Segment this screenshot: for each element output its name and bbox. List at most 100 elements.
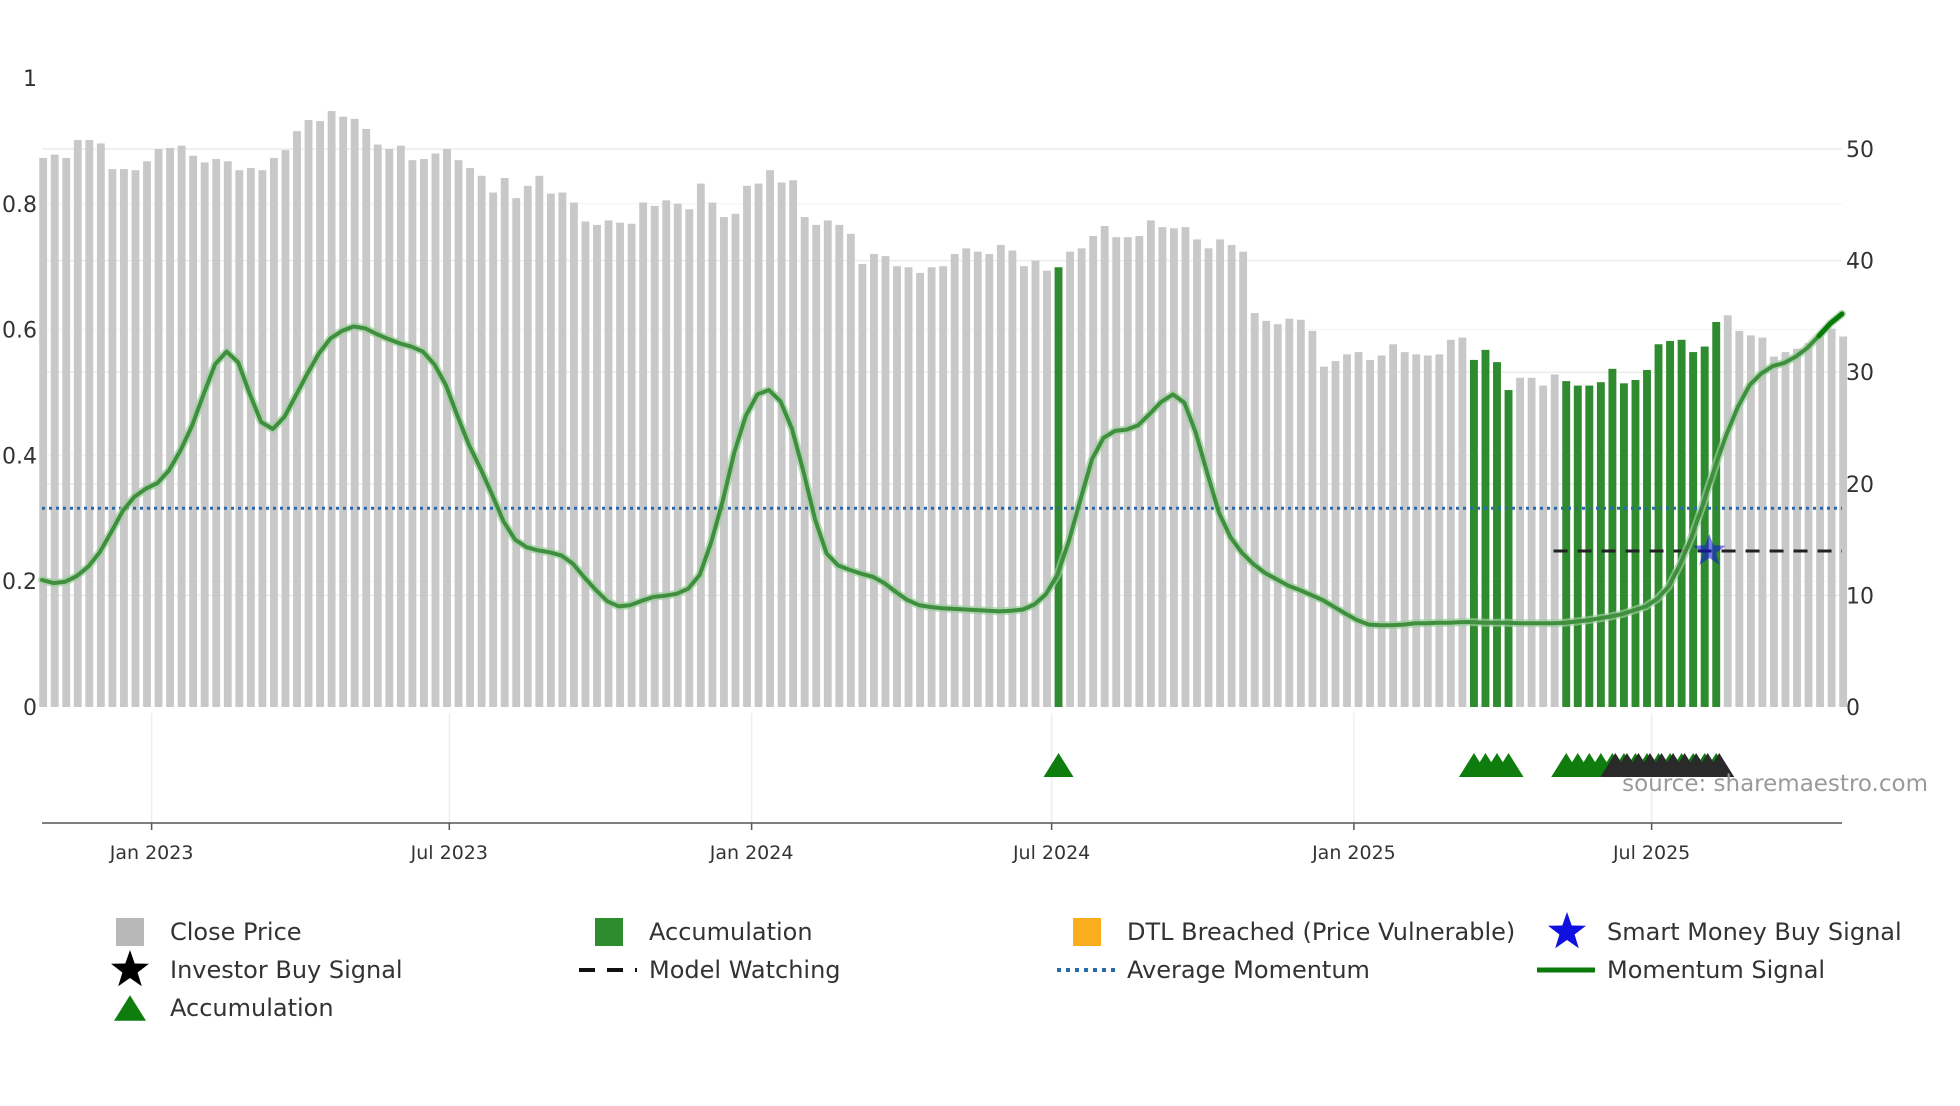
close-price-bar	[1181, 227, 1190, 707]
close-price-bar	[500, 178, 509, 708]
close-price-bar	[1308, 330, 1317, 707]
legend-label: Close Price	[170, 918, 302, 946]
legend-item-dtl: DTL Breached (Price Vulnerable)	[1073, 918, 1515, 946]
legend-swatch-square	[1073, 918, 1101, 946]
close-price-bar	[1827, 328, 1836, 707]
accumulation-bar	[1573, 385, 1582, 707]
close-price-bar	[1343, 354, 1351, 707]
close-price-bar	[570, 202, 578, 707]
close-price-bar	[143, 161, 151, 707]
close-price-bar	[1839, 336, 1848, 707]
close-price-bar	[1008, 250, 1017, 707]
accumulation-bar	[1677, 339, 1686, 707]
accumulation-bar	[1562, 381, 1571, 707]
accumulation-bar	[1493, 362, 1501, 707]
close-price-bar	[1446, 339, 1455, 707]
y-left-tick-label: 0	[23, 696, 37, 721]
close-price-bar	[1227, 244, 1236, 707]
close-price-bar	[108, 169, 117, 707]
legend-label: Model Watching	[649, 956, 841, 984]
close-price-bar	[281, 150, 290, 708]
accumulation-bar	[1631, 380, 1640, 707]
close-price-bar	[454, 160, 463, 707]
close-price-bar	[1031, 260, 1040, 707]
close-price-bar	[246, 167, 255, 708]
close-price-bar	[927, 267, 936, 707]
close-price-bar	[154, 149, 163, 707]
lines-layer	[38, 309, 1846, 630]
close-price-bar	[120, 169, 128, 707]
accumulation-triangle-marker	[1493, 753, 1524, 777]
close-price-bar	[893, 266, 901, 707]
close-price-bar	[766, 170, 774, 708]
accumulation-bar	[1700, 346, 1709, 707]
close-price-bar	[1320, 366, 1328, 707]
x-tick-label: Jan 2024	[709, 842, 794, 864]
close-price-bar	[916, 272, 924, 707]
legend-item-avg: Average Momentum	[1057, 956, 1370, 984]
close-price-bar	[1735, 330, 1744, 707]
close-price-bar	[1366, 359, 1374, 707]
legend-label: Momentum Signal	[1607, 956, 1825, 984]
close-price-bar	[904, 267, 913, 707]
legend-item-mom: Momentum Signal	[1537, 956, 1825, 984]
close-price-bar	[639, 202, 648, 707]
close-price-bar	[1193, 239, 1201, 707]
accumulation-bar	[1643, 369, 1651, 707]
legend-label: DTL Breached (Price Vulnerable)	[1127, 918, 1515, 946]
close-price-bar	[1723, 315, 1732, 707]
close-price-bar	[327, 111, 336, 707]
close-price-bar	[212, 159, 221, 707]
close-price-bar	[604, 220, 613, 707]
legend-label: Smart Money Buy Signal	[1607, 918, 1902, 946]
close-price-bar	[443, 149, 451, 707]
close-price-bar	[1354, 352, 1363, 707]
y-right-tick-label: 50	[1846, 138, 1874, 163]
close-price-bar	[1458, 337, 1467, 707]
close-price-bar	[1262, 320, 1271, 707]
y-right-tick-label: 40	[1846, 250, 1874, 275]
close-price-bar	[777, 182, 786, 708]
close-price-bar	[96, 143, 105, 708]
close-price-bar	[1296, 319, 1305, 707]
accumulation-bar	[1608, 368, 1617, 707]
accumulation-bar	[1585, 385, 1594, 707]
close-price-bar	[546, 193, 555, 707]
close-price-bar	[50, 154, 59, 707]
accumulation-triangle-marker	[1043, 753, 1074, 777]
close-price-bar	[1377, 355, 1386, 707]
close-price-bar	[939, 266, 948, 707]
legend-swatch-square	[116, 918, 144, 946]
x-tick-label: Jul 2025	[1612, 842, 1690, 864]
legend-star-icon	[1548, 912, 1586, 949]
close-price-bar	[1412, 354, 1421, 707]
legend-item-watching: Model Watching	[579, 956, 841, 984]
close-price-bar	[1400, 352, 1409, 707]
accumulation-bar	[1712, 321, 1721, 707]
close-price-bar	[812, 224, 821, 707]
x-tick-label: Jul 2023	[410, 842, 488, 864]
close-price-bar	[1043, 270, 1051, 707]
accumulation-bar	[1481, 349, 1490, 707]
close-price-bar	[581, 221, 590, 708]
legend-label: Investor Buy Signal	[170, 956, 403, 984]
close-price-bar	[962, 248, 971, 707]
close-price-bar	[858, 263, 867, 707]
close-price-bar	[1746, 335, 1755, 707]
x-tick-label: Jan 2025	[1311, 842, 1396, 864]
smart-money-buy-star	[1693, 534, 1726, 565]
close-price-bar	[1770, 356, 1778, 707]
legend-triangle-icon	[114, 995, 146, 1021]
close-price-bar	[1758, 337, 1767, 707]
momentum-signal-line	[40, 311, 1844, 628]
close-price-bar	[1089, 236, 1098, 707]
legend-item-close: Close Price	[116, 918, 302, 946]
close-price-bar	[73, 140, 82, 707]
accumulation-bar	[1620, 383, 1628, 707]
close-price-bar	[39, 157, 48, 708]
legend-item-investor: Investor Buy Signal	[111, 950, 403, 987]
close-price-bar	[1793, 348, 1801, 707]
close-price-bar	[62, 157, 71, 708]
